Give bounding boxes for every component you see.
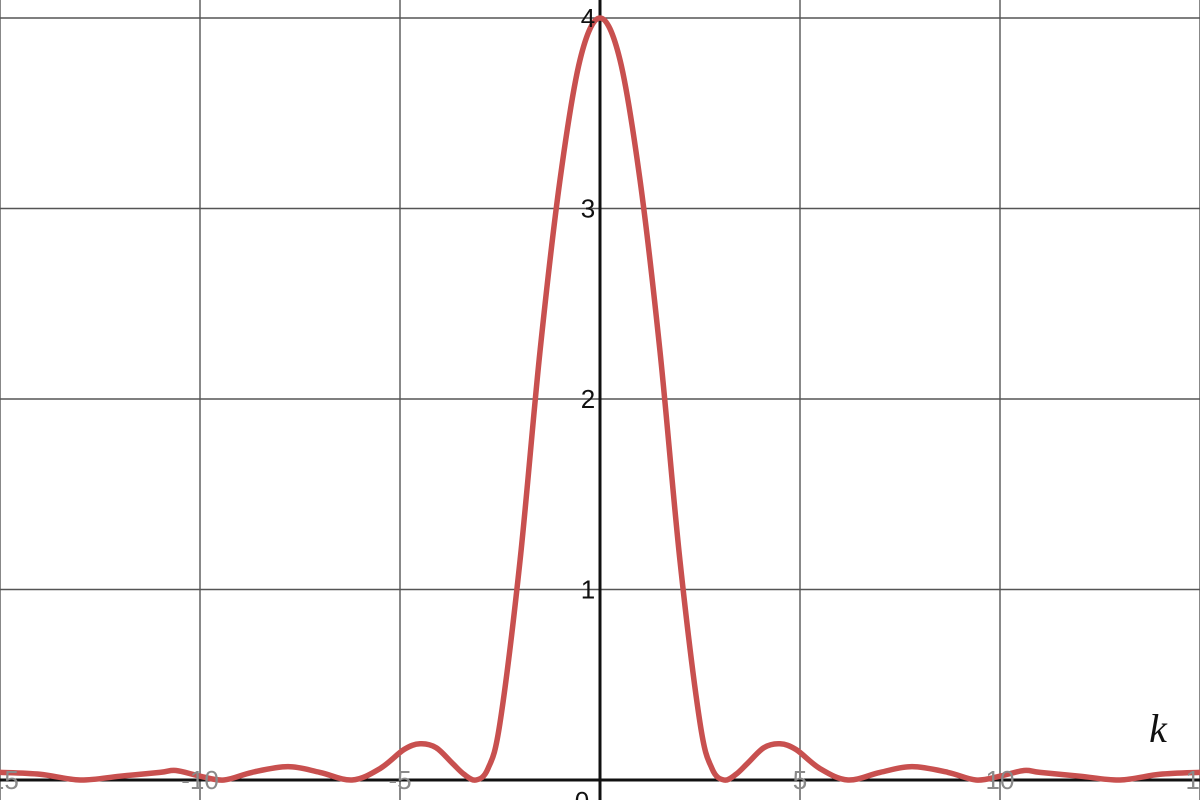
x-axis-label: k — [1149, 706, 1168, 751]
series-line-0 — [0, 15, 1200, 783]
y-tick-label: 4 — [581, 3, 595, 33]
x-tick-label: -10 — [181, 765, 219, 795]
x-tick-label: -15 — [0, 765, 19, 795]
y-tick-label: 2 — [581, 384, 595, 414]
x-tick-label: 10 — [986, 765, 1015, 795]
y-tick-label: 0 — [575, 786, 589, 800]
label-layer: -15 -10 -5 5 10 15 0 1 2 3 4 — [0, 3, 1200, 800]
y-tick-label: 1 — [581, 575, 595, 605]
series-layer — [0, 15, 1200, 783]
x-tick-label: 15 — [1186, 765, 1200, 795]
y-tick-label: 3 — [581, 194, 595, 224]
x-tick-label: -5 — [388, 765, 411, 795]
x-tick-label: 5 — [793, 765, 807, 795]
